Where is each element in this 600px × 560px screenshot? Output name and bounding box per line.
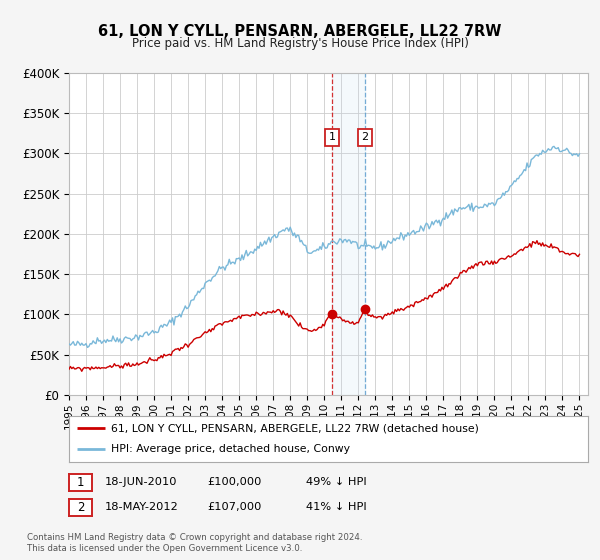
Text: £107,000: £107,000 [207,502,262,512]
Text: 18-MAY-2012: 18-MAY-2012 [105,502,179,512]
Text: 41% ↓ HPI: 41% ↓ HPI [306,502,367,512]
Bar [332,73,365,395]
Text: 61, LON Y CYLL, PENSARN, ABERGELE, LL22 7RW (detached house): 61, LON Y CYLL, PENSARN, ABERGELE, LL22 … [110,423,478,433]
Text: 2: 2 [361,132,368,142]
Text: Price paid vs. HM Land Registry's House Price Index (HPI): Price paid vs. HM Land Registry's House … [131,37,469,50]
Text: 18-JUN-2010: 18-JUN-2010 [105,477,178,487]
Text: Contains HM Land Registry data © Crown copyright and database right 2024.: Contains HM Land Registry data © Crown c… [27,533,362,542]
Text: 61, LON Y CYLL, PENSARN, ABERGELE, LL22 7RW: 61, LON Y CYLL, PENSARN, ABERGELE, LL22 … [98,24,502,39]
Text: £100,000: £100,000 [207,477,262,487]
Text: HPI: Average price, detached house, Conwy: HPI: Average price, detached house, Conw… [110,444,350,454]
Text: 1: 1 [77,476,84,489]
Text: 2: 2 [77,501,84,514]
Text: This data is licensed under the Open Government Licence v3.0.: This data is licensed under the Open Gov… [27,544,302,553]
Text: 1: 1 [329,132,335,142]
Text: 49% ↓ HPI: 49% ↓ HPI [306,477,367,487]
